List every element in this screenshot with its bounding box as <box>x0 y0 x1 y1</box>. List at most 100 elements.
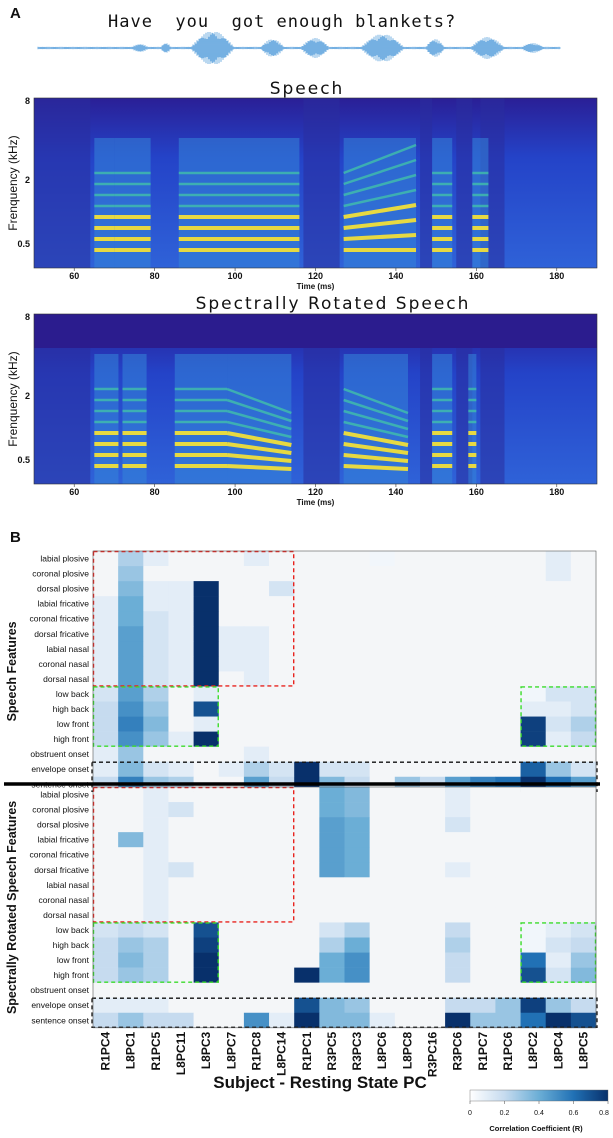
harmonic-band <box>226 442 292 455</box>
heatmap-cell <box>269 701 295 717</box>
heatmap-cell <box>294 907 320 923</box>
heatmap-cell <box>570 847 597 863</box>
heatmap-cell <box>168 952 194 968</box>
harmonic-band <box>343 387 409 415</box>
heatmap-cell <box>143 787 169 803</box>
heatmap-column-label: L8PC14 <box>275 1031 289 1075</box>
heatmap-cell <box>118 626 144 642</box>
heatmap-cell <box>419 787 446 803</box>
heatmap-cell <box>218 701 245 717</box>
heatmap-cell <box>319 581 345 597</box>
heatmap-cell <box>445 686 471 702</box>
heatmap-cell <box>344 892 370 908</box>
heatmap-cell <box>168 907 194 923</box>
heatmap-cell <box>319 746 345 762</box>
heatmap-cell <box>218 761 245 778</box>
heatmap-cell <box>394 641 421 657</box>
heatmap-cell <box>218 997 245 1014</box>
heatmap-cell <box>495 892 521 908</box>
heatmap-cell <box>419 892 446 908</box>
heatmap-cell <box>419 551 446 567</box>
heatmap-cell <box>545 937 572 953</box>
heatmap-cell <box>243 892 270 908</box>
heatmap-row-label: dorsal nasal <box>43 910 89 920</box>
spectrogram-gap <box>420 314 433 484</box>
spectrogram-x-tick: 120 <box>308 487 323 497</box>
heatmap-cell <box>118 922 144 938</box>
heatmap-cell <box>419 817 446 833</box>
heatmap-cell <box>570 907 597 923</box>
heatmap-cell <box>394 731 421 747</box>
heatmap-cell <box>419 716 446 732</box>
voiced-segment <box>122 354 147 484</box>
heatmap-cell <box>269 922 295 938</box>
heatmap-cell <box>369 656 396 672</box>
heatmap-cell <box>218 967 245 983</box>
heatmap-cell <box>545 862 572 878</box>
heatmap-cell <box>269 596 295 612</box>
heatmap-cell <box>319 731 345 747</box>
heatmap-cell <box>344 952 370 968</box>
heatmap-cell <box>243 596 270 612</box>
heatmap-cell <box>570 671 597 687</box>
heatmap-cell <box>193 581 220 597</box>
heatmap-cell <box>93 832 119 848</box>
heatmap-cell <box>193 641 220 657</box>
heatmap-cell <box>218 716 245 732</box>
heatmap-row-label: labial plosive <box>40 554 89 564</box>
heatmap-cell <box>168 656 194 672</box>
heatmap-cell <box>93 686 119 702</box>
heatmap-cell <box>570 566 597 582</box>
heatmap-cell <box>143 832 169 848</box>
heatmap-cell <box>570 877 597 893</box>
spectrogram-x-tick: 80 <box>150 271 160 281</box>
heatmap-cell <box>143 817 169 833</box>
heatmap-cell <box>520 832 546 848</box>
heatmap-cell <box>319 892 345 908</box>
heatmap-cell <box>369 641 396 657</box>
heatmap-cell <box>419 731 446 747</box>
heatmap-cell <box>470 611 496 627</box>
heatmap-cell <box>218 892 245 908</box>
heatmap-cell <box>243 1012 270 1029</box>
heatmap-cell <box>319 641 345 657</box>
heatmap-cell <box>495 907 521 923</box>
heatmap-cell <box>269 686 295 702</box>
heatmap-cell <box>93 671 119 687</box>
heatmap-cell <box>118 746 144 762</box>
heatmap-cell <box>319 671 345 687</box>
heatmap-cell <box>470 967 496 983</box>
heatmap-column-label: L8PC11 <box>174 1031 188 1075</box>
heatmap-cell <box>369 566 396 582</box>
heatmap-cell <box>495 787 521 803</box>
heatmap-cell <box>570 746 597 762</box>
heatmap-cell <box>143 1012 169 1029</box>
heatmap-cell <box>93 731 119 747</box>
colorbar-tick: 0.6 <box>569 1110 579 1117</box>
heatmap-row-label: envelope onset <box>31 1000 89 1010</box>
harmonic-band <box>343 453 409 463</box>
heatmap-cell <box>419 671 446 687</box>
heatmap-cell <box>168 892 194 908</box>
heatmap-cell <box>218 641 245 657</box>
heatmap-cell <box>93 581 119 597</box>
heatmap-cell <box>369 982 396 998</box>
heatmap-cell <box>495 746 521 762</box>
heatmap-cell <box>520 611 546 627</box>
harmonic-band <box>343 398 409 423</box>
heatmap-row-label: low front <box>57 955 90 965</box>
heatmap-cell <box>419 877 446 893</box>
harmonic-band <box>343 218 417 230</box>
heatmap-column-label: R3PC3 <box>350 1031 364 1070</box>
heatmap-cell <box>545 551 572 567</box>
heatmap-cell <box>369 817 396 833</box>
heatmap-cell <box>168 787 194 803</box>
heatmap-cell <box>445 907 471 923</box>
heatmap-column-label: R1PC6 <box>501 1031 515 1070</box>
heatmap-cell <box>319 952 345 968</box>
heatmap-cell <box>93 937 119 953</box>
heatmap-cell <box>445 746 471 762</box>
heatmap-cell <box>570 802 597 818</box>
heatmap-cell <box>369 611 396 627</box>
heatmap-cell <box>243 626 270 642</box>
